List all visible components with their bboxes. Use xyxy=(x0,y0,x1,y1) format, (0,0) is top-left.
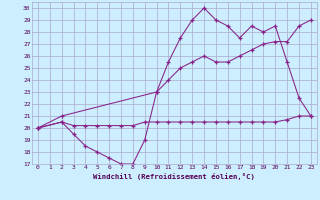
X-axis label: Windchill (Refroidissement éolien,°C): Windchill (Refroidissement éolien,°C) xyxy=(93,173,255,180)
